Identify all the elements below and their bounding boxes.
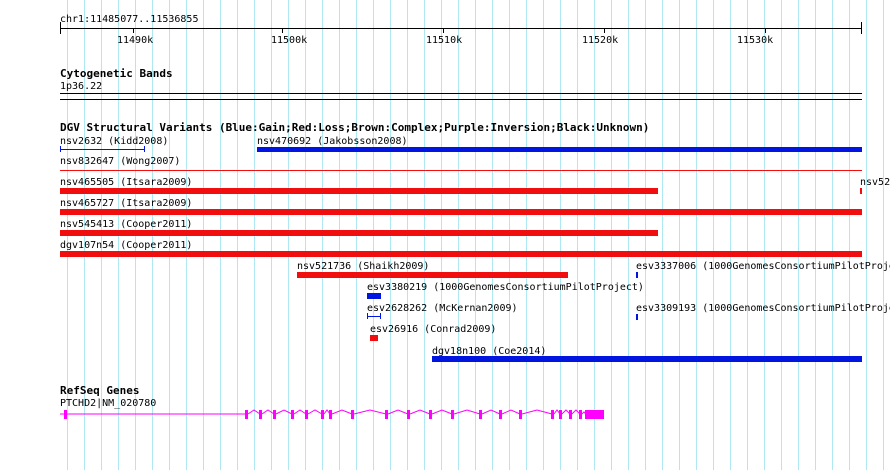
- variant-gain-bar[interactable]: [257, 147, 862, 152]
- variant-label[interactable]: dgv107n54 (Cooper2011): [60, 240, 193, 251]
- grid-line: [679, 0, 680, 470]
- grid-line: [798, 0, 799, 470]
- variant-label[interactable]: esv3337006 (1000GenomesConsortiumPilotPr…: [636, 261, 890, 272]
- variant-label[interactable]: esv3380219 (1000GenomesConsortiumPilotPr…: [367, 282, 644, 293]
- variant-gain-bar[interactable]: [636, 272, 638, 278]
- ruler-axis: [60, 28, 862, 29]
- ruler-tick-label: 11510k: [426, 35, 463, 46]
- ruler-tick: [282, 28, 283, 33]
- variant-loss-bar[interactable]: [60, 209, 862, 215]
- grid-line: [696, 0, 697, 470]
- grid-line: [849, 0, 850, 470]
- ruler-tick-label: 11530k: [737, 35, 774, 46]
- cytoband-track-title: Cytogenetic Bands: [60, 67, 173, 80]
- variant-loss-bar[interactable]: [60, 188, 658, 194]
- grid-line: [662, 0, 663, 470]
- variant-label[interactable]: nsv2632 (Kidd2008): [60, 136, 169, 147]
- variant-label[interactable]: esv26916 (Conrad2009): [370, 324, 497, 335]
- ruler-tick: [443, 28, 444, 33]
- variant-gain-endcap: [380, 313, 381, 319]
- ruler-tick: [765, 28, 766, 33]
- ruler-position-label: chr1:11485077..11536855: [60, 14, 199, 25]
- dgv-track-title: DGV Structural Variants (Blue:Gain;Red:L…: [60, 121, 650, 134]
- variant-label[interactable]: esv2628262 (McKernan2009): [367, 303, 518, 314]
- variant-label[interactable]: nsv470692 (Jakobsson2008): [257, 136, 408, 147]
- cytoband-bar-bottom: [60, 99, 862, 100]
- variant-label[interactable]: nsv545413 (Cooper2011): [60, 219, 193, 230]
- gene-introns: [60, 409, 587, 415]
- grid-line: [764, 0, 765, 470]
- variant-label[interactable]: nsv465727 (Itsara2009): [60, 198, 193, 209]
- cytoband-bar-top: [60, 93, 862, 94]
- cytoband-label[interactable]: 1p36.22: [60, 81, 103, 92]
- gene-model[interactable]: [0, 400, 890, 430]
- variant-label[interactable]: nsv465505 (Itsara2009): [60, 177, 193, 188]
- gene-label[interactable]: PTCHD2|NM_020780: [60, 398, 157, 409]
- variant-loss-line[interactable]: [60, 170, 862, 171]
- variant-gain-line[interactable]: [60, 149, 145, 150]
- grid-line: [713, 0, 714, 470]
- grid-line: [730, 0, 731, 470]
- variant-gain-bar[interactable]: [432, 356, 862, 362]
- variant-label[interactable]: esv3309193 (1000GenomesConsortiumPilotPr…: [636, 303, 890, 314]
- ruler-end-tick: [861, 22, 862, 34]
- variant-label[interactable]: dgv18n100 (Coe2014): [432, 346, 547, 357]
- variant-gain-endcap: [60, 146, 61, 152]
- grid-line: [747, 0, 748, 470]
- variant-loss-bar[interactable]: [860, 188, 862, 194]
- variant-loss-bar[interactable]: [60, 230, 658, 236]
- variant-loss-bar[interactable]: [60, 251, 862, 257]
- ruler-tick-label: 11500k: [271, 35, 308, 46]
- ruler-end-tick: [60, 22, 61, 34]
- ruler-tick: [133, 28, 134, 33]
- variant-label[interactable]: nsv521736 (Shaikh2009): [297, 261, 430, 272]
- variant-gain-endcap: [367, 313, 368, 319]
- ruler-tick-label: 11520k: [582, 35, 619, 46]
- variant-gain-endcap: [144, 146, 145, 152]
- ruler-tick: [604, 28, 605, 33]
- variant-loss-bar[interactable]: [297, 272, 568, 278]
- variant-loss-bar[interactable]: [370, 335, 378, 341]
- refseq-track-title: RefSeq Genes: [60, 384, 140, 397]
- variant-gain-line[interactable]: [367, 316, 381, 317]
- variant-gain-bar[interactable]: [636, 314, 638, 320]
- variant-label[interactable]: nsv52: [860, 177, 890, 188]
- gene-exons: [64, 410, 604, 419]
- grid-line: [781, 0, 782, 470]
- ruler-tick-label: 11490k: [117, 35, 154, 46]
- grid-line: [883, 0, 884, 470]
- variant-label[interactable]: nsv832647 (Wong2007): [60, 156, 181, 167]
- variant-gain-bar[interactable]: [367, 293, 381, 299]
- grid-line: [832, 0, 833, 470]
- grid-line: [866, 0, 867, 470]
- grid-line: [815, 0, 816, 470]
